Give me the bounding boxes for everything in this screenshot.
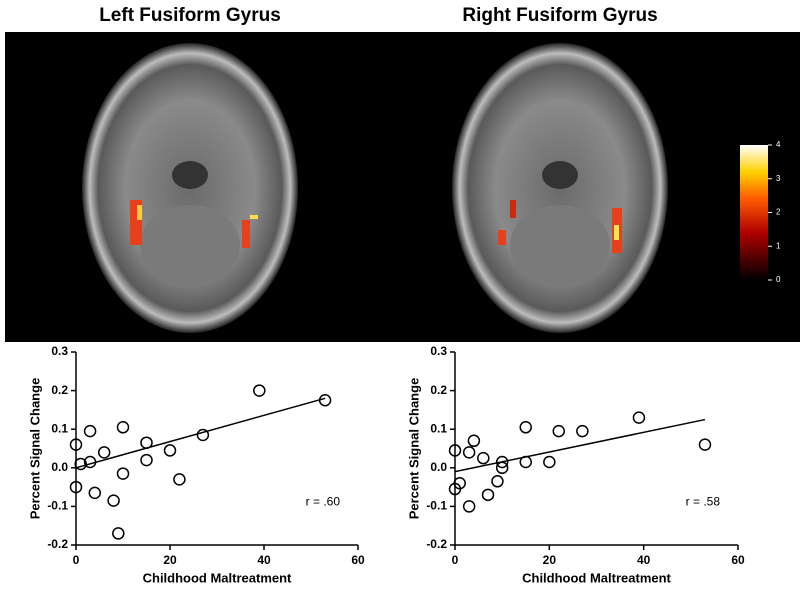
y-tick-label: 0.1 [430, 421, 447, 435]
panel-title: Right Fusiform Gyrus [462, 5, 657, 26]
colorbar-tick-label: 2 [776, 208, 781, 217]
annotation: r = .58 [686, 495, 721, 509]
colorbar-tick-label: 1 [776, 241, 781, 250]
data-point [453, 476, 466, 490]
y-tick-label: 0.2 [430, 383, 447, 397]
x-tick-label: 40 [637, 553, 651, 567]
colorbar-tick-label: 0 [776, 275, 781, 284]
data-point [632, 411, 646, 424]
x-tick-label: 20 [543, 553, 557, 567]
colorbar [740, 145, 768, 280]
data-point [477, 451, 490, 465]
data-point [74, 457, 87, 471]
x-tick-label: 40 [257, 553, 271, 567]
data-point [495, 461, 509, 475]
data-point [698, 438, 712, 451]
y-tick-label: -0.2 [47, 537, 68, 551]
y-axis-label: Percent Signal Change [406, 378, 421, 520]
x-tick-label: 60 [731, 553, 745, 567]
data-point [519, 421, 532, 434]
x-tick-label: 0 [452, 553, 459, 567]
y-tick-label: -0.2 [426, 537, 447, 551]
data-point [69, 438, 83, 451]
data-point [462, 500, 476, 513]
y-tick-label: 0.3 [51, 344, 68, 358]
data-point [88, 486, 102, 500]
x-axis-label: Childhood Maltreatment [143, 570, 292, 585]
y-tick-label: -0.1 [47, 499, 68, 513]
y-tick-label: -0.1 [426, 499, 447, 513]
y-tick-label: 0.0 [51, 460, 68, 474]
data-point [491, 475, 504, 488]
data-point [83, 424, 97, 438]
data-point [173, 473, 186, 486]
data-point [196, 428, 210, 442]
brain-right [452, 43, 668, 333]
panel-title: Left Fusiform Gyrus [99, 5, 281, 26]
brain-left [82, 43, 298, 333]
data-point [116, 467, 130, 480]
colorbar-tick-label: 4 [776, 140, 781, 149]
colorbar-tick-label: 3 [776, 174, 781, 183]
data-point [163, 444, 177, 457]
y-tick-label: 0.3 [430, 344, 447, 358]
data-point [140, 453, 153, 467]
data-point [97, 446, 111, 459]
trend-line [75, 397, 326, 469]
y-tick-label: 0.1 [51, 421, 68, 435]
data-point [467, 434, 481, 448]
data-point [318, 394, 332, 407]
data-point [495, 455, 509, 469]
data-point [112, 527, 125, 540]
data-point [69, 480, 83, 494]
trend-line [454, 418, 706, 473]
data-point [576, 424, 589, 438]
data-point [83, 455, 97, 469]
x-tick-label: 0 [73, 553, 80, 567]
x-tick-label: 20 [163, 553, 177, 567]
data-point [253, 384, 266, 397]
data-point [462, 446, 476, 459]
x-tick-label: 60 [351, 553, 365, 567]
data-point [519, 455, 532, 469]
data-point [481, 488, 495, 502]
data-point [552, 424, 566, 438]
data-point [116, 421, 130, 434]
data-point [140, 436, 153, 449]
data-point [448, 444, 462, 457]
y-tick-label: 0.0 [430, 460, 447, 474]
y-tick-label: 0.2 [51, 383, 68, 397]
data-point [543, 455, 556, 469]
y-axis-label: Percent Signal Change [27, 378, 42, 520]
annotation: r = .60 [306, 495, 341, 509]
data-point [107, 494, 120, 507]
x-axis-label: Childhood Maltreatment [522, 570, 671, 585]
